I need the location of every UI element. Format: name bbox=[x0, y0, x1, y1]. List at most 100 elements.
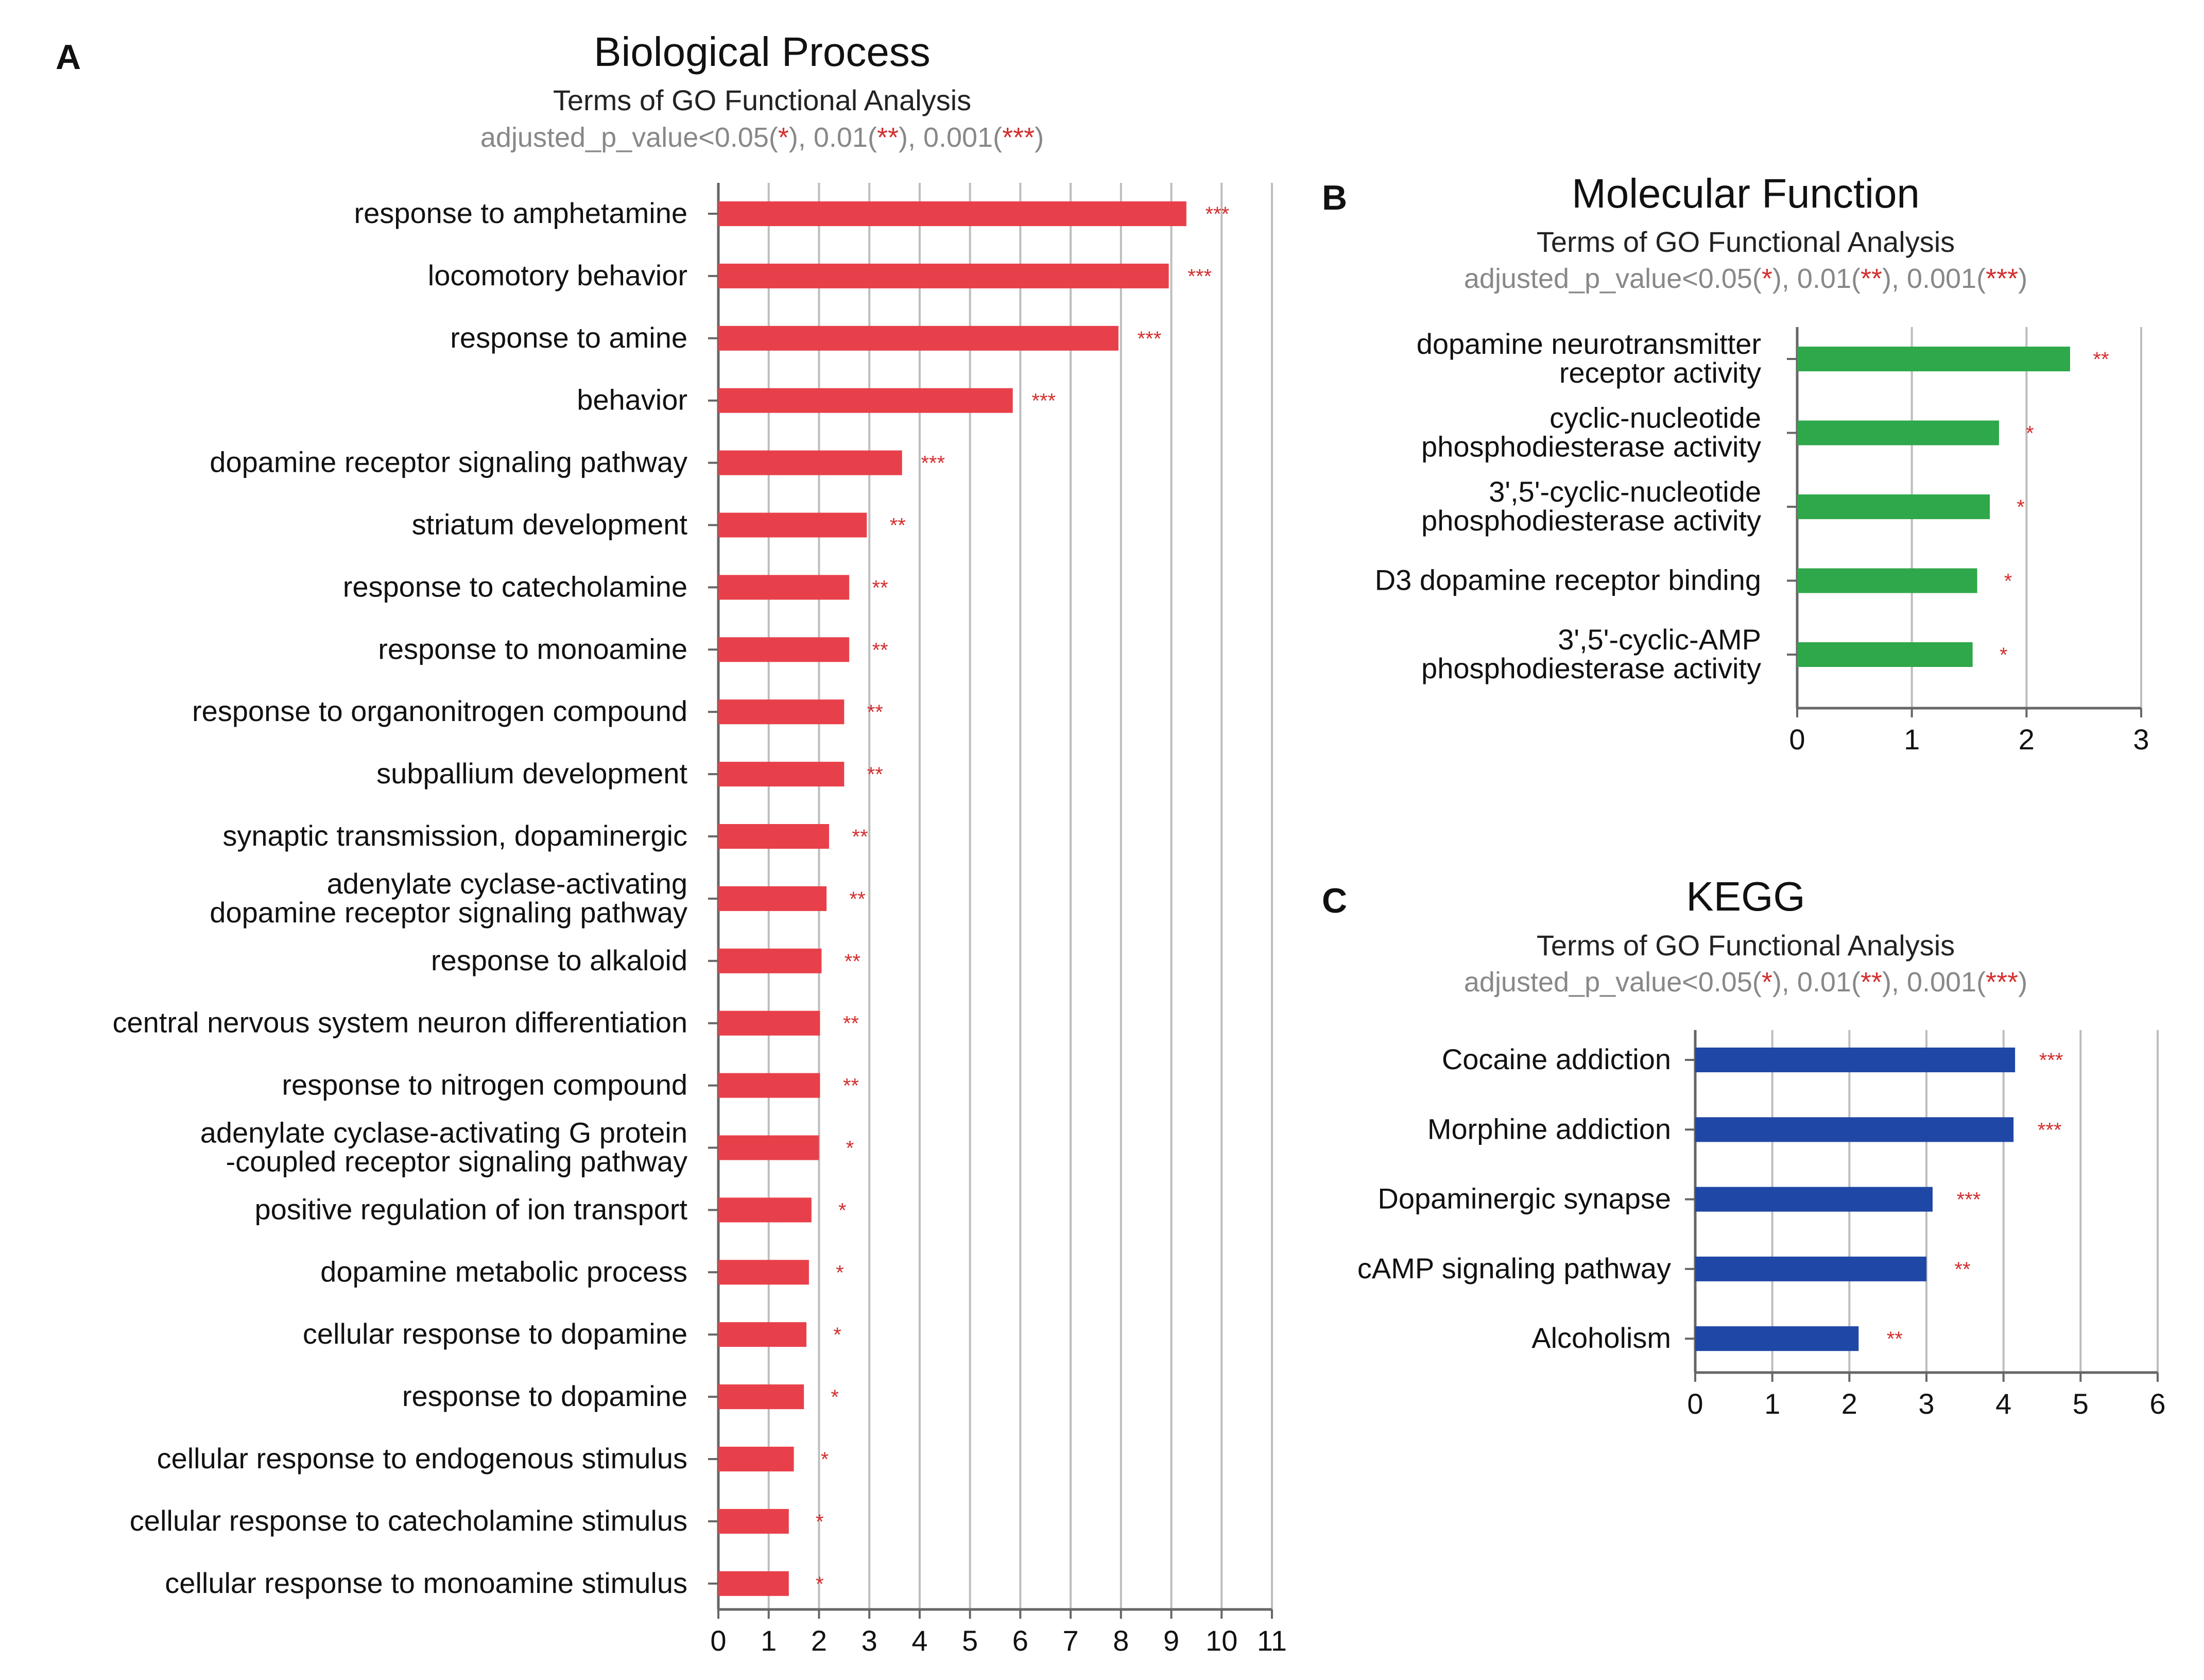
mf-category-label: dopamine neurotransmitter bbox=[1417, 328, 1761, 360]
mf-category-label: phosphodiesterase activity bbox=[1421, 652, 1761, 684]
bp-category-label: dopamine receptor signaling pathway bbox=[210, 896, 687, 929]
bp-significance-label: ** bbox=[850, 888, 866, 911]
bp-category-label: response to catecholamine bbox=[343, 570, 687, 603]
bp-chart-subtitle: Terms of GO Functional Analysis bbox=[553, 84, 972, 116]
bp-category-label: locomotory behavior bbox=[428, 259, 687, 292]
bp-chart-title: Biological Process bbox=[594, 29, 931, 75]
bp-significance-label: ** bbox=[890, 515, 906, 537]
mf-significance-label: * bbox=[2017, 496, 2025, 519]
bp-x-tick-label: 4 bbox=[911, 1624, 927, 1657]
bp-category-label: -coupled receptor signaling pathway bbox=[226, 1145, 687, 1178]
kegg-x-tick-label: 2 bbox=[1841, 1387, 1857, 1420]
bp-significance-label: ** bbox=[843, 1075, 859, 1098]
bp-bar bbox=[718, 450, 902, 475]
mf-bar bbox=[1797, 420, 1999, 445]
bp-bar bbox=[718, 637, 850, 662]
bp-x-tick-label: 10 bbox=[1206, 1624, 1237, 1657]
bp-bar bbox=[718, 1073, 820, 1098]
bp-bar bbox=[718, 1571, 789, 1596]
bp-bar bbox=[718, 1384, 804, 1410]
bp-bar bbox=[718, 1322, 807, 1347]
bp-category-label: response to organonitrogen compound bbox=[192, 695, 687, 727]
bp-category-label: positive regulation of ion transport bbox=[255, 1193, 688, 1225]
bp-category-label: response to amphetamine bbox=[354, 197, 688, 229]
bp-category-label: cellular response to catecholamine stimu… bbox=[130, 1504, 687, 1537]
kegg-significance-label: *** bbox=[1957, 1189, 1981, 1211]
bp-x-tick-label: 1 bbox=[761, 1624, 777, 1657]
bp-category-label: behavior bbox=[577, 384, 687, 416]
panel-c-letter: C bbox=[1322, 881, 1348, 920]
kegg-x-tick-label: 5 bbox=[2073, 1387, 2089, 1420]
bp-bar bbox=[718, 575, 850, 600]
bp-significance-label: * bbox=[816, 1573, 824, 1596]
bp-x-tick-label: 6 bbox=[1012, 1624, 1028, 1657]
bp-category-label: cellular response to monoamine stimulus bbox=[165, 1567, 687, 1599]
kegg-category-label: Cocaine addiction bbox=[1442, 1043, 1671, 1075]
mf-x-tick-label: 0 bbox=[1789, 723, 1805, 756]
bp-category-label: cellular response to endogenous stimulus bbox=[157, 1442, 687, 1475]
bp-x-tick-label: 3 bbox=[862, 1624, 877, 1657]
bp-significance-label: ** bbox=[872, 576, 888, 599]
bp-category-label: response to amine bbox=[450, 321, 687, 354]
bp-category-label: synaptic transmission, dopaminergic bbox=[222, 819, 687, 852]
mf-significance-label: * bbox=[2000, 644, 2008, 666]
bp-category-label: response to dopamine bbox=[402, 1380, 687, 1412]
bp-significance-label: *** bbox=[1138, 328, 1162, 350]
bp-significance-label: *** bbox=[1187, 265, 1212, 288]
mf-bar bbox=[1797, 642, 1973, 667]
bp-significance-label: *** bbox=[1031, 390, 1056, 413]
bp-category-label: adenylate cyclase-activating bbox=[327, 867, 687, 900]
kegg-bar bbox=[1695, 1326, 1859, 1351]
kegg-category-label: Morphine addiction bbox=[1427, 1112, 1671, 1145]
kegg-bar bbox=[1695, 1048, 2016, 1072]
bp-x-tick-label: 9 bbox=[1163, 1624, 1179, 1657]
mf-category-label: receptor activity bbox=[1559, 356, 1761, 389]
bp-significance-label: *** bbox=[921, 452, 945, 475]
bp-significance-label: ** bbox=[845, 950, 860, 973]
bp-bar bbox=[718, 1447, 794, 1471]
bp-significance-label: ** bbox=[867, 701, 883, 724]
bp-significance-label: * bbox=[831, 1386, 839, 1409]
mf-x-tick-label: 3 bbox=[2133, 723, 2149, 756]
kegg-x-tick-label: 3 bbox=[1918, 1387, 1934, 1420]
kegg-chart-subtitle: Terms of GO Functional Analysis bbox=[1536, 929, 1955, 962]
bp-category-label: adenylate cyclase-activating G protein bbox=[200, 1117, 687, 1149]
bp-bar bbox=[718, 325, 1118, 351]
bp-bar bbox=[718, 699, 845, 725]
bp-x-tick-label: 8 bbox=[1113, 1624, 1129, 1657]
mf-category-label: phosphodiesterase activity bbox=[1421, 431, 1761, 463]
bp-category-label: dopamine receptor signaling pathway bbox=[210, 446, 687, 478]
mf-category-label: 3',5'-cyclic-nucleotide bbox=[1489, 475, 1761, 508]
mf-category-label: D3 dopamine receptor binding bbox=[1375, 564, 1761, 596]
bp-category-label: response to monoamine bbox=[378, 632, 687, 665]
bp-bar bbox=[718, 512, 867, 538]
kegg-significance-label: ** bbox=[1887, 1328, 1903, 1350]
mf-bar bbox=[1797, 347, 2070, 371]
mf-significance-label: ** bbox=[2093, 348, 2109, 371]
bp-significance-label: *** bbox=[1206, 203, 1230, 226]
kegg-bar bbox=[1695, 1117, 2014, 1142]
bp-x-tick-label: 0 bbox=[710, 1624, 726, 1657]
bp-significance-label: * bbox=[833, 1324, 841, 1346]
bp-significance-label: * bbox=[838, 1199, 847, 1222]
bp-category-label: dopamine metabolic process bbox=[320, 1255, 687, 1288]
kegg-x-tick-label: 6 bbox=[2149, 1387, 2165, 1420]
bp-significance-label: ** bbox=[852, 826, 868, 848]
bp-category-label: central nervous system neuron differenti… bbox=[113, 1006, 687, 1039]
bp-bar bbox=[718, 1197, 812, 1223]
bp-significance-label: ** bbox=[872, 639, 888, 661]
bp-significance-label: * bbox=[816, 1511, 824, 1533]
bp-significance-label: ** bbox=[867, 763, 883, 786]
kegg-chart-title: KEGG bbox=[1686, 873, 1805, 919]
kegg-bar bbox=[1695, 1187, 1933, 1212]
bp-category-label: subpallium development bbox=[376, 757, 687, 790]
kegg-bar bbox=[1695, 1256, 1926, 1281]
bp-category-label: response to alkaloid bbox=[431, 944, 687, 976]
mf-significance-label: * bbox=[2004, 570, 2012, 593]
bp-bar bbox=[718, 1508, 789, 1534]
panel-a-letter: A bbox=[56, 38, 81, 77]
bp-bar bbox=[718, 886, 827, 911]
mf-bar bbox=[1797, 494, 1990, 519]
bp-bar bbox=[718, 762, 845, 787]
